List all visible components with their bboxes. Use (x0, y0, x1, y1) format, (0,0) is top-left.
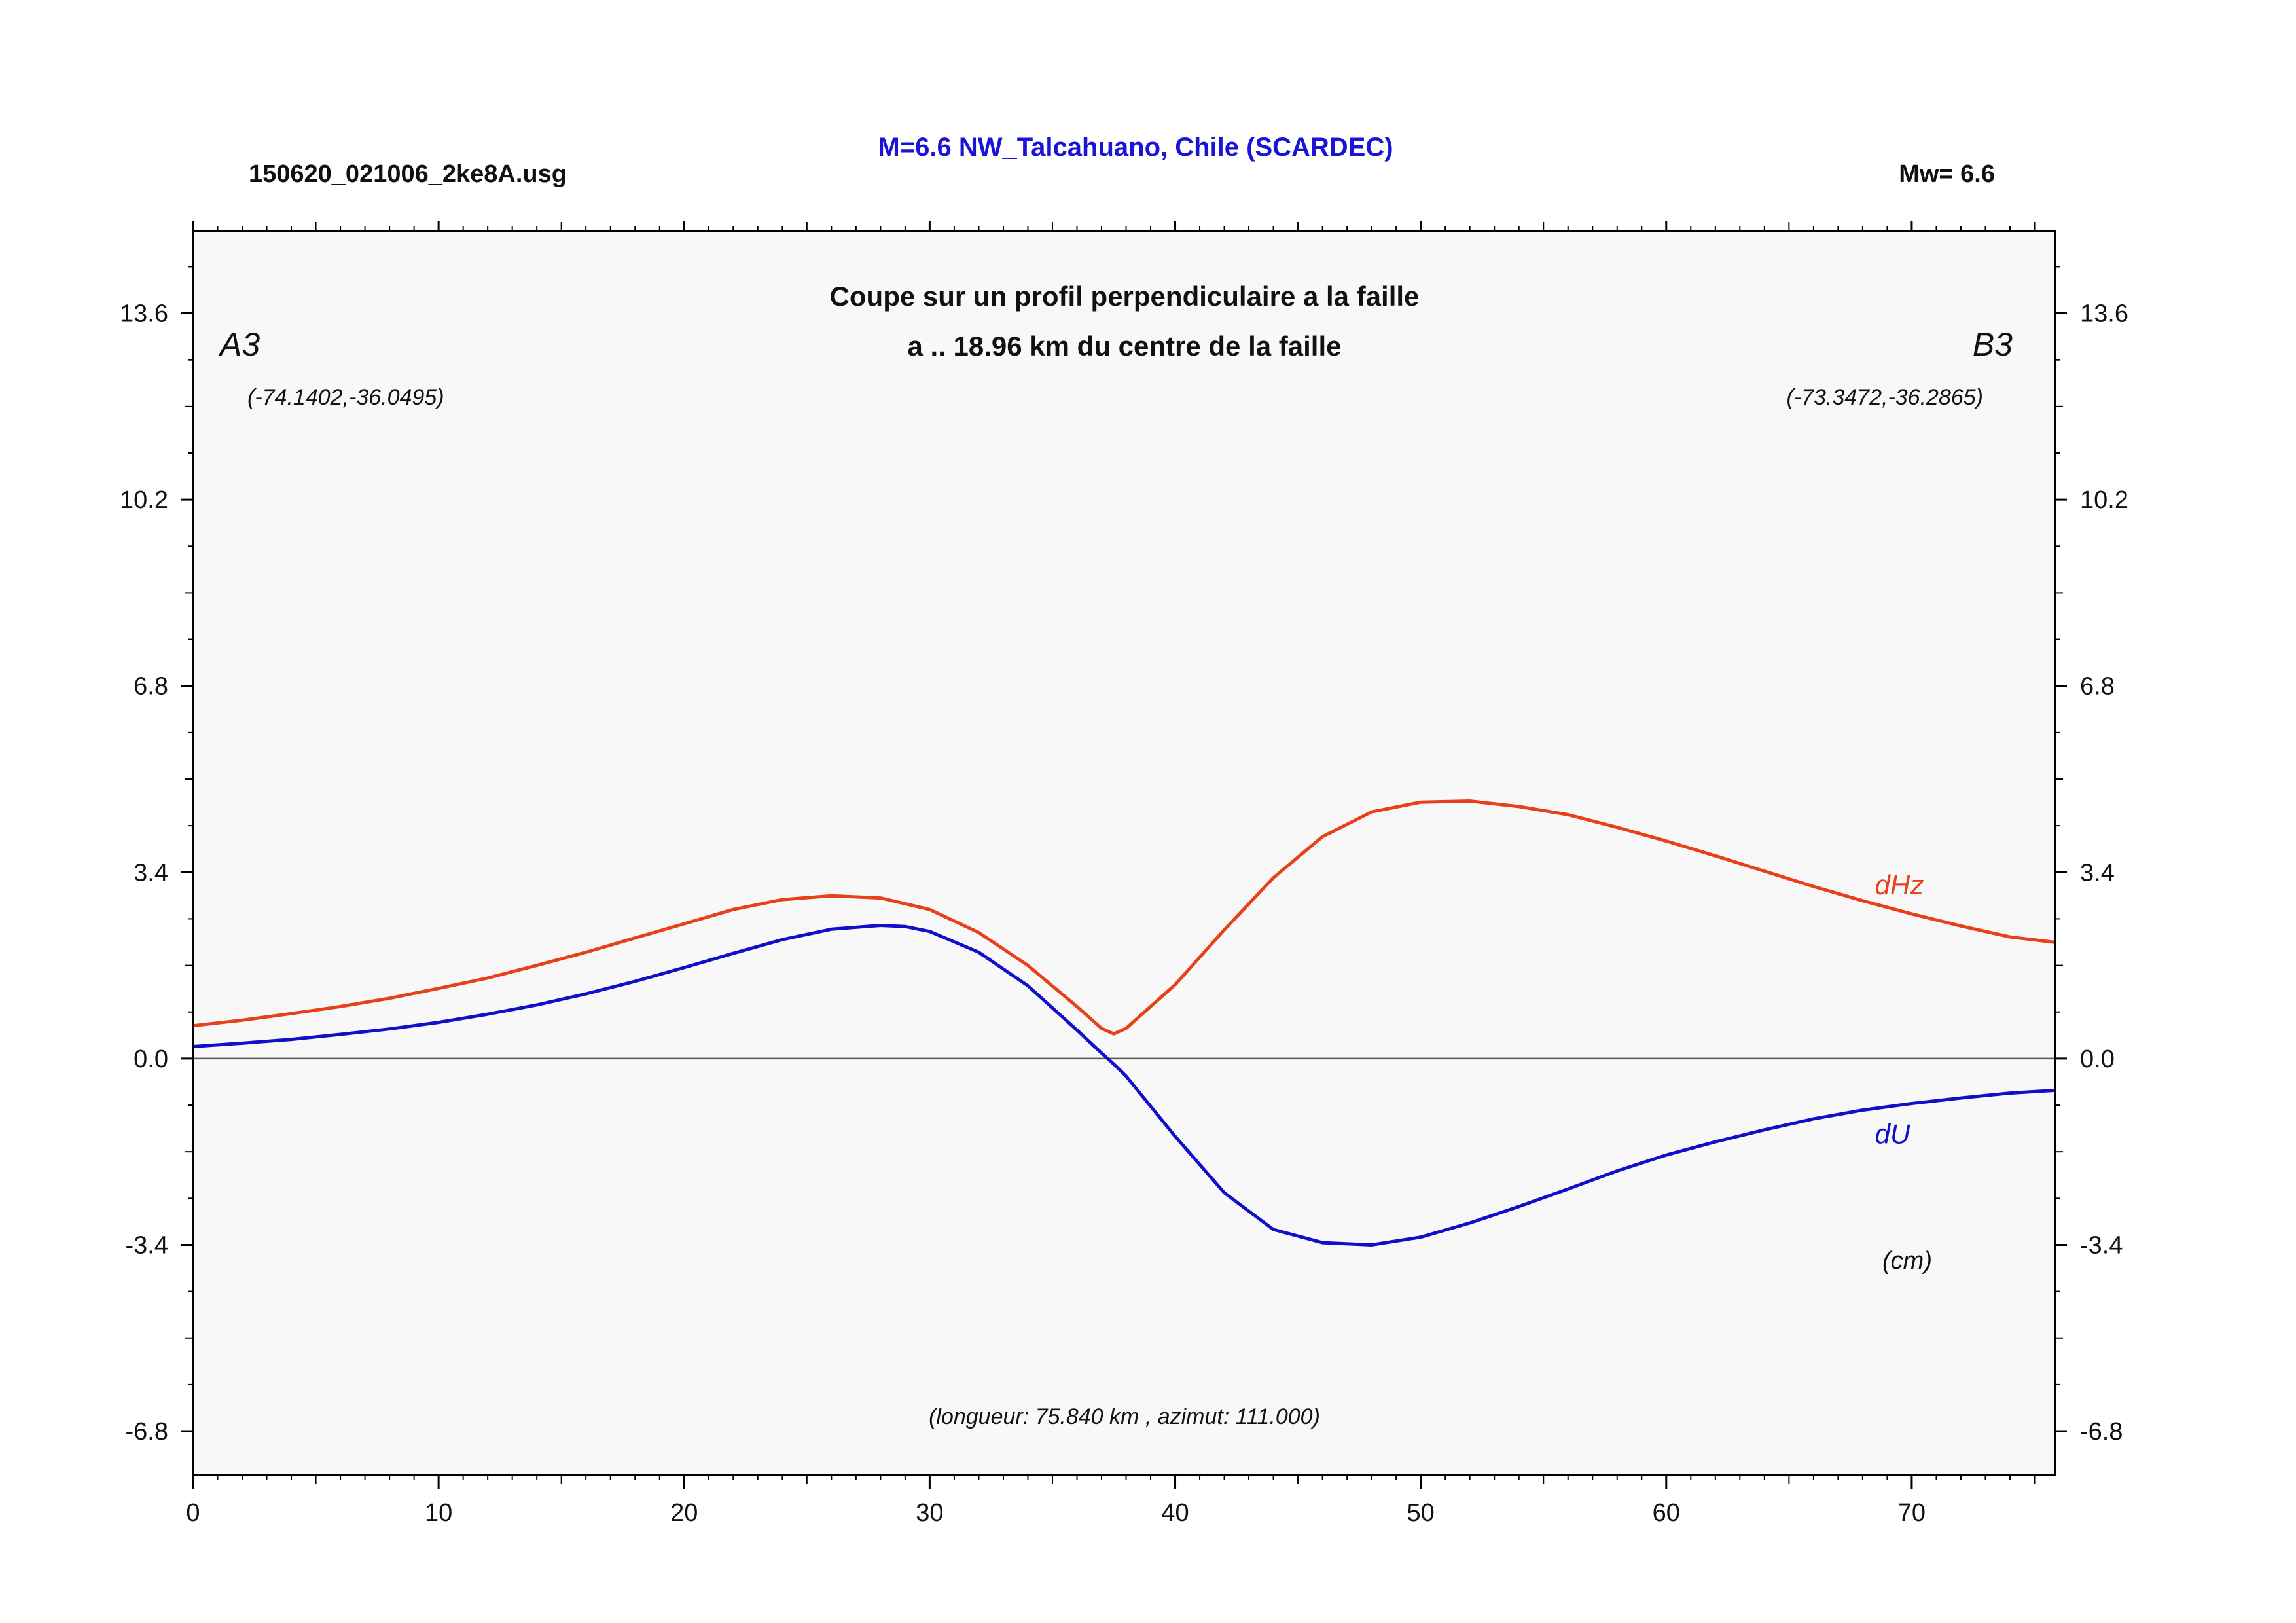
x-tick-label: 50 (1407, 1499, 1435, 1527)
y-tick-label-left: -6.8 (126, 1418, 168, 1446)
x-tick-label: 20 (670, 1499, 698, 1527)
series-label-dU: dU (1875, 1119, 1910, 1150)
series-line-dU (192, 924, 2056, 1247)
y-tick-label-left: 10.2 (120, 486, 168, 514)
y-tick-label-right: 3.4 (2080, 859, 2115, 886)
series-group: dHz dU (192, 799, 2056, 1247)
point-b-coords: (-73.3472,-36.2865) (1786, 385, 1983, 410)
x-tick-label: 40 (1161, 1499, 1189, 1527)
unit-label: (cm) (1882, 1247, 1932, 1275)
point-a-label: A3 (218, 326, 260, 363)
magnitude-label: Mw= 6.6 (1899, 160, 1995, 188)
y-tick-label-right: 6.8 (2080, 673, 2115, 701)
point-b-label: B3 (1973, 326, 2013, 363)
filename-label: 150620_021006_2ke8A.usg (249, 160, 567, 188)
series-label-dHz: dHz (1875, 869, 1924, 900)
y-tick-label-left: -3.4 (126, 1231, 168, 1259)
chart-subtitle: a .. 18.96 km du centre de la faille (908, 331, 1342, 361)
plot-area (193, 231, 2055, 1475)
main-title: M=6.6 NW_Talcahuano, Chile (SCARDEC) (878, 133, 1393, 162)
x-tick-label: 0 (186, 1499, 200, 1527)
series-line-dHz (192, 799, 2056, 1036)
x-tick-label: 10 (425, 1499, 452, 1527)
y-tick-label-right: -6.8 (2080, 1418, 2123, 1446)
x-tick-label: 70 (1898, 1499, 1926, 1527)
y-tick-label-right: 0.0 (2080, 1046, 2115, 1073)
x-tick-label: 60 (1653, 1499, 1680, 1527)
y-tick-label-left: 3.4 (134, 859, 168, 886)
footer-label: (longueur: 75.840 km , azimut: 111.000) (929, 1404, 1320, 1429)
y-tick-label-left: 6.8 (134, 673, 168, 701)
plot-frame (192, 230, 2056, 1476)
y-tick-label-right: -3.4 (2080, 1231, 2123, 1259)
point-a-coords: (-74.1402,-36.0495) (247, 385, 444, 410)
y-tick-label-right: 10.2 (2080, 486, 2128, 514)
y-tick-label-left: 0.0 (134, 1046, 168, 1073)
chart-title: Coupe sur un profil perpendiculaire a la… (830, 281, 1420, 312)
y-tick-label-right: 13.6 (2080, 301, 2128, 328)
x-tick-label: 30 (916, 1499, 943, 1527)
y-tick-label-left: 13.6 (120, 301, 168, 328)
